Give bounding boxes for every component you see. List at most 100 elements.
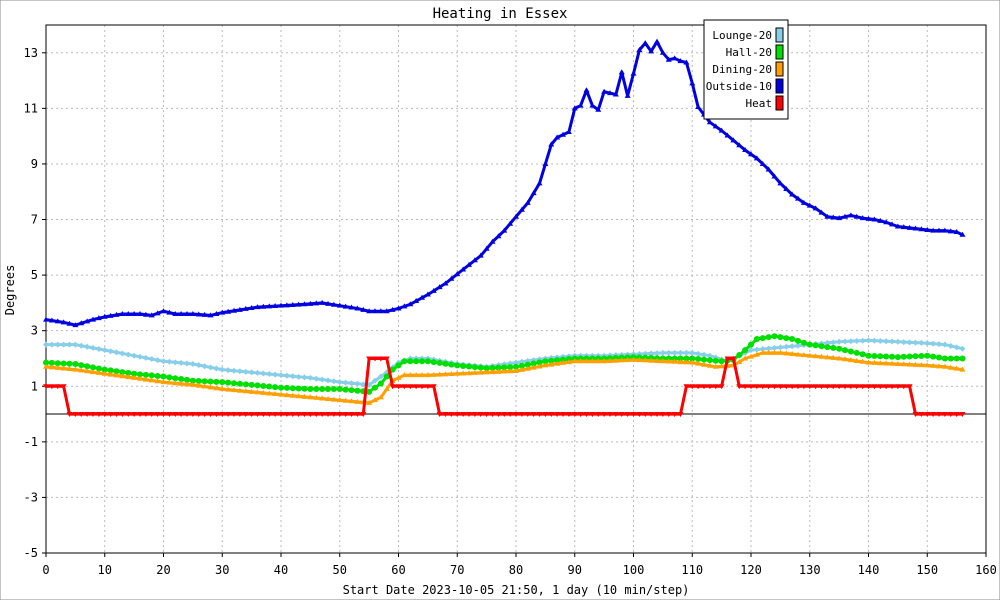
point-heat bbox=[765, 384, 772, 390]
point-lounge-20 bbox=[936, 341, 942, 348]
point-outside-10 bbox=[630, 70, 637, 76]
point-outside-10 bbox=[489, 238, 496, 244]
point-dining-20 bbox=[818, 353, 825, 359]
point-dining-20 bbox=[383, 386, 390, 392]
point-outside-10 bbox=[865, 215, 872, 221]
point-dining-20 bbox=[219, 386, 226, 392]
point-outside-10 bbox=[859, 215, 866, 221]
point-hall-20 bbox=[207, 378, 214, 385]
point-dining-20 bbox=[189, 381, 196, 387]
point-hall-20 bbox=[536, 359, 543, 366]
point-heat bbox=[671, 412, 678, 418]
point-hall-20 bbox=[518, 362, 525, 369]
point-hall-20 bbox=[101, 366, 108, 373]
point-lounge-20 bbox=[912, 339, 919, 346]
point-dining-20 bbox=[941, 363, 948, 369]
point-hall-20 bbox=[871, 352, 878, 359]
x-tick-label: 120 bbox=[740, 563, 762, 577]
y-tick-label: -3 bbox=[24, 490, 38, 504]
grid bbox=[46, 25, 986, 553]
point-hall-20 bbox=[54, 360, 61, 367]
point-dining-20 bbox=[242, 388, 249, 394]
point-hall-20 bbox=[689, 355, 696, 362]
point-lounge-20 bbox=[683, 349, 690, 356]
point-outside-10 bbox=[248, 304, 255, 310]
point-lounge-20 bbox=[307, 374, 314, 381]
point-lounge-20 bbox=[101, 347, 108, 354]
point-hall-20 bbox=[912, 353, 919, 360]
legend-swatch-dining-20 bbox=[775, 61, 784, 77]
point-heat bbox=[430, 384, 437, 390]
point-hall-20 bbox=[266, 383, 273, 390]
point-lounge-20 bbox=[836, 338, 843, 345]
point-outside-10 bbox=[771, 173, 778, 179]
point-dining-20 bbox=[665, 358, 672, 364]
x-tick-label: 140 bbox=[858, 563, 880, 577]
point-outside-10 bbox=[407, 301, 414, 307]
point-lounge-20 bbox=[748, 347, 754, 354]
point-outside-10 bbox=[236, 306, 243, 312]
point-dining-20 bbox=[225, 386, 232, 392]
point-outside-10 bbox=[137, 311, 143, 317]
point-hall-20 bbox=[283, 384, 290, 391]
point-lounge-20 bbox=[348, 380, 355, 387]
point-heat bbox=[272, 412, 279, 418]
point-hall-20 bbox=[354, 387, 361, 394]
point-heat bbox=[178, 412, 185, 418]
point-dining-20 bbox=[201, 383, 208, 389]
point-heat bbox=[301, 412, 308, 418]
point-hall-20 bbox=[242, 381, 249, 388]
point-outside-10 bbox=[894, 223, 901, 229]
point-hall-20 bbox=[48, 359, 55, 366]
point-heat bbox=[730, 356, 737, 362]
point-lounge-20 bbox=[959, 345, 966, 352]
point-hall-20 bbox=[90, 364, 96, 371]
point-heat bbox=[912, 412, 919, 418]
point-dining-20 bbox=[894, 361, 901, 367]
point-lounge-20 bbox=[765, 345, 772, 352]
point-lounge-20 bbox=[295, 373, 302, 380]
legend-swatch-outside-10 bbox=[775, 78, 784, 94]
point-outside-10 bbox=[471, 257, 478, 263]
point-outside-10 bbox=[642, 40, 649, 46]
point-dining-20 bbox=[172, 380, 179, 386]
point-heat bbox=[148, 412, 155, 418]
point-dining-20 bbox=[395, 374, 402, 380]
point-outside-10 bbox=[595, 106, 602, 112]
point-heat bbox=[336, 412, 343, 418]
point-heat bbox=[636, 412, 643, 418]
point-outside-10 bbox=[166, 309, 173, 315]
point-dining-20 bbox=[43, 363, 49, 369]
point-lounge-20 bbox=[113, 349, 120, 356]
point-dining-20 bbox=[90, 369, 96, 375]
point-lounge-20 bbox=[166, 358, 173, 365]
point-outside-10 bbox=[66, 320, 73, 326]
point-lounge-20 bbox=[372, 377, 378, 384]
point-lounge-20 bbox=[254, 369, 261, 376]
point-hall-20 bbox=[178, 376, 185, 383]
point-hall-20 bbox=[66, 360, 73, 367]
point-lounge-20 bbox=[154, 357, 161, 364]
point-heat bbox=[712, 384, 719, 390]
y-axis-label: Degrees bbox=[3, 265, 17, 316]
point-dining-20 bbox=[518, 366, 525, 372]
series-hall-20 bbox=[43, 333, 966, 395]
legend-swatch-lounge-20 bbox=[775, 27, 784, 43]
point-outside-10 bbox=[542, 160, 549, 166]
point-outside-10 bbox=[401, 303, 408, 309]
point-outside-10 bbox=[342, 303, 349, 309]
point-hall-20 bbox=[665, 355, 672, 362]
point-dining-20 bbox=[372, 397, 378, 403]
point-outside-10 bbox=[354, 305, 361, 311]
point-hall-20 bbox=[959, 355, 966, 362]
point-hall-20 bbox=[865, 352, 872, 359]
point-lounge-20 bbox=[665, 349, 672, 356]
point-dining-20 bbox=[953, 365, 960, 371]
y-tick-label: 1 bbox=[31, 379, 38, 393]
point-outside-10 bbox=[654, 38, 660, 44]
point-heat bbox=[172, 412, 179, 418]
point-dining-20 bbox=[354, 398, 361, 404]
point-heat bbox=[219, 412, 226, 418]
point-heat bbox=[471, 412, 478, 418]
point-dining-20 bbox=[853, 357, 860, 363]
